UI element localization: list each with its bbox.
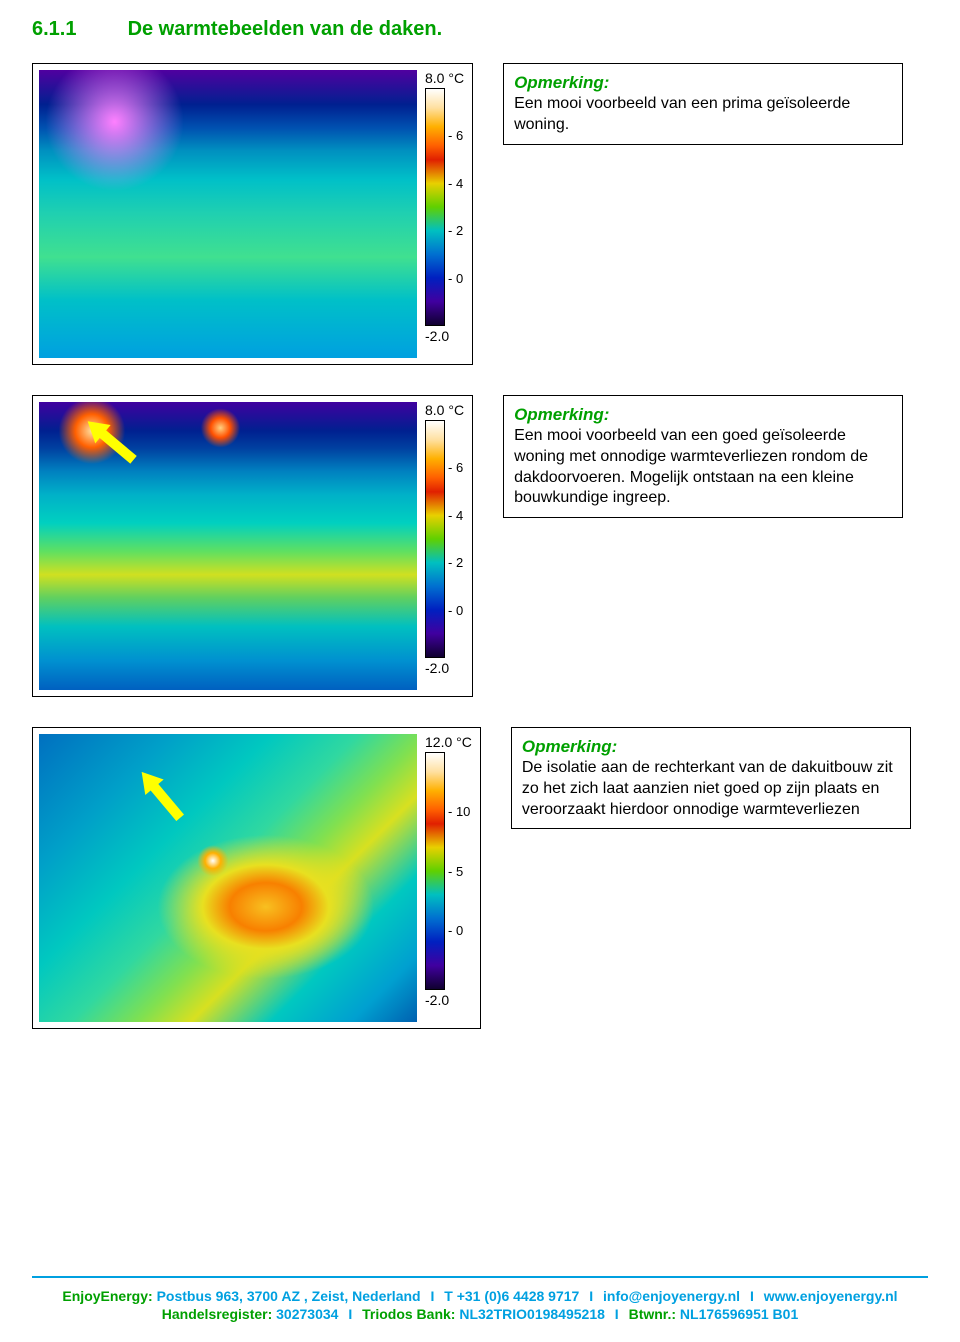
figure-row: 8.0 °C - 6 - 4 - 2 - 0 -2.0 Opmerking:Een mooi…	[32, 395, 928, 697]
footer-bank: NL32TRIO0198495218	[459, 1306, 605, 1322]
figure-row: 12.0 °C - 10 - 5 - 0 -2.0 Opmerking:De isolat…	[32, 727, 928, 1029]
thermal-figure: 8.0 °C - 6 - 4 - 2 - 0 -2.0	[32, 63, 473, 365]
scale-tick: - 4	[448, 177, 463, 190]
scale-max: 12.0 °C	[425, 734, 472, 750]
scale-ticks: - 6 - 4 - 2 - 0	[448, 420, 463, 658]
scale-max: 8.0 °C	[425, 402, 464, 418]
thermal-figure: 8.0 °C - 6 - 4 - 2 - 0 -2.0	[32, 395, 473, 697]
footer-reg-label: Handelsregister:	[162, 1306, 272, 1322]
scale-tick: - 5	[448, 865, 470, 878]
note-text: De isolatie aan de rechterkant van de da…	[522, 758, 900, 820]
annotation-arrow-icon	[122, 759, 195, 834]
footer-sep: I	[615, 1306, 619, 1322]
page-footer: EnjoyEnergy: Postbus 963, 3700 AZ , Zeis…	[32, 1276, 928, 1322]
footer-sep: I	[430, 1288, 434, 1304]
note-box: Opmerking:Een mooi voorbeeld van een goe…	[503, 395, 903, 518]
note-text: Een mooi voorbeeld van een prima geïsole…	[514, 94, 892, 136]
note-title: Opmerking:	[514, 404, 892, 426]
scale-tick: - 2	[448, 556, 463, 569]
thermal-image	[39, 402, 417, 690]
footer-phone-label: T	[444, 1288, 453, 1304]
scale-tick: - 0	[448, 924, 470, 937]
section-title-text: De warmtebeelden van de daken.	[128, 18, 443, 40]
color-scale: 12.0 °C - 10 - 5 - 0 -2.0	[425, 734, 472, 1008]
footer-web: www.enjoyenergy.nl	[764, 1288, 898, 1304]
scale-tick: - 0	[448, 604, 463, 617]
scale-ticks: - 10 - 5 - 0	[448, 752, 470, 990]
footer-bank-label: Triodos Bank:	[362, 1306, 455, 1322]
footer-btw-label: Btwnr.:	[629, 1306, 676, 1322]
scale-ticks: - 6 - 4 - 2 - 0	[448, 88, 463, 326]
thermal-image	[39, 734, 417, 1022]
footer-address: Postbus 963, 3700 AZ , Zeist, Nederland	[157, 1288, 421, 1304]
section-heading: 6.1.1 De warmtebeelden van de daken.	[32, 18, 928, 41]
scale-bar	[425, 752, 445, 990]
note-title: Opmerking:	[522, 736, 900, 758]
scale-max: 8.0 °C	[425, 70, 464, 86]
scale-bar	[425, 88, 445, 326]
footer-email: info@enjoyenergy.nl	[603, 1288, 740, 1304]
note-text: Een mooi voorbeeld van een goed geïsolee…	[514, 426, 892, 509]
footer-reg: 30273034	[276, 1306, 338, 1322]
note-title: Opmerking:	[514, 72, 892, 94]
scale-min: -2.0	[425, 992, 472, 1008]
scale-tick: - 2	[448, 224, 463, 237]
scale-tick: - 10	[448, 805, 470, 818]
scale-tick: - 6	[448, 129, 463, 142]
color-scale: 8.0 °C - 6 - 4 - 2 - 0 -2.0	[425, 402, 464, 676]
footer-company-label: EnjoyEnergy:	[62, 1288, 152, 1304]
scale-tick: - 6	[448, 461, 463, 474]
footer-phone: +31 (0)6 4428 9717	[457, 1288, 580, 1304]
footer-divider	[32, 1276, 928, 1278]
scale-bar	[425, 420, 445, 658]
note-box: Opmerking:Een mooi voorbeeld van een pri…	[503, 63, 903, 145]
footer-sep: I	[750, 1288, 754, 1304]
figure-row: 8.0 °C - 6 - 4 - 2 - 0 -2.0 Opmerking:Een mooi…	[32, 63, 928, 365]
note-box: Opmerking:De isolatie aan de rechterkant…	[511, 727, 911, 829]
scale-min: -2.0	[425, 328, 464, 344]
scale-tick: - 4	[448, 509, 463, 522]
scale-tick: - 0	[448, 272, 463, 285]
footer-btw: NL176596951 B01	[680, 1306, 798, 1322]
scale-min: -2.0	[425, 660, 464, 676]
thermal-image	[39, 70, 417, 358]
color-scale: 8.0 °C - 6 - 4 - 2 - 0 -2.0	[425, 70, 464, 344]
footer-sep: I	[348, 1306, 352, 1322]
thermal-figure: 12.0 °C - 10 - 5 - 0 -2.0	[32, 727, 481, 1029]
footer-sep: I	[589, 1288, 593, 1304]
section-number: 6.1.1	[32, 18, 122, 41]
annotation-arrow-icon	[72, 406, 147, 479]
